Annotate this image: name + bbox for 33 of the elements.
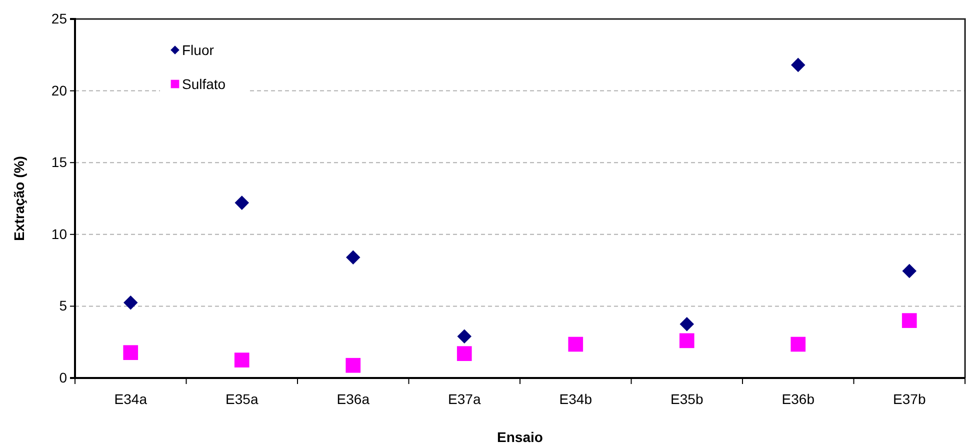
point [457,329,472,344]
y-tick-label: 5 [59,298,68,314]
point [680,317,694,332]
y-tick-label: 0 [59,369,68,386]
point [902,313,917,328]
x-tick-label: E35b [670,390,704,407]
x-tick-label: E37b [893,390,926,407]
point [568,336,584,352]
point [679,333,694,348]
point [346,358,361,373]
point [346,250,360,265]
x-tick-label: E34b [559,390,592,407]
y-tick-label: 15 [51,154,68,170]
x-axis-title: Ensaio [497,429,543,445]
point [790,58,806,72]
legend-label: Sulfato [182,76,226,92]
x-tick-label: E36b [782,390,815,407]
point [456,346,472,362]
legend-label: Fluor [182,42,214,58]
point [234,352,250,368]
point [902,264,917,278]
point [234,196,250,210]
x-tick-label: E35a [226,390,258,407]
y-tick-label: 20 [51,82,68,98]
x-tick-label: E34a [114,390,148,407]
point [790,336,806,352]
point [123,345,138,360]
x-tick-label: E37a [448,390,481,407]
y-tick-label: 25 [51,10,68,26]
y-axis-title: Extração (%) [11,156,27,241]
x-tick-label: E36a [336,390,370,407]
point [123,295,138,310]
y-tick-label: 10 [51,226,68,242]
